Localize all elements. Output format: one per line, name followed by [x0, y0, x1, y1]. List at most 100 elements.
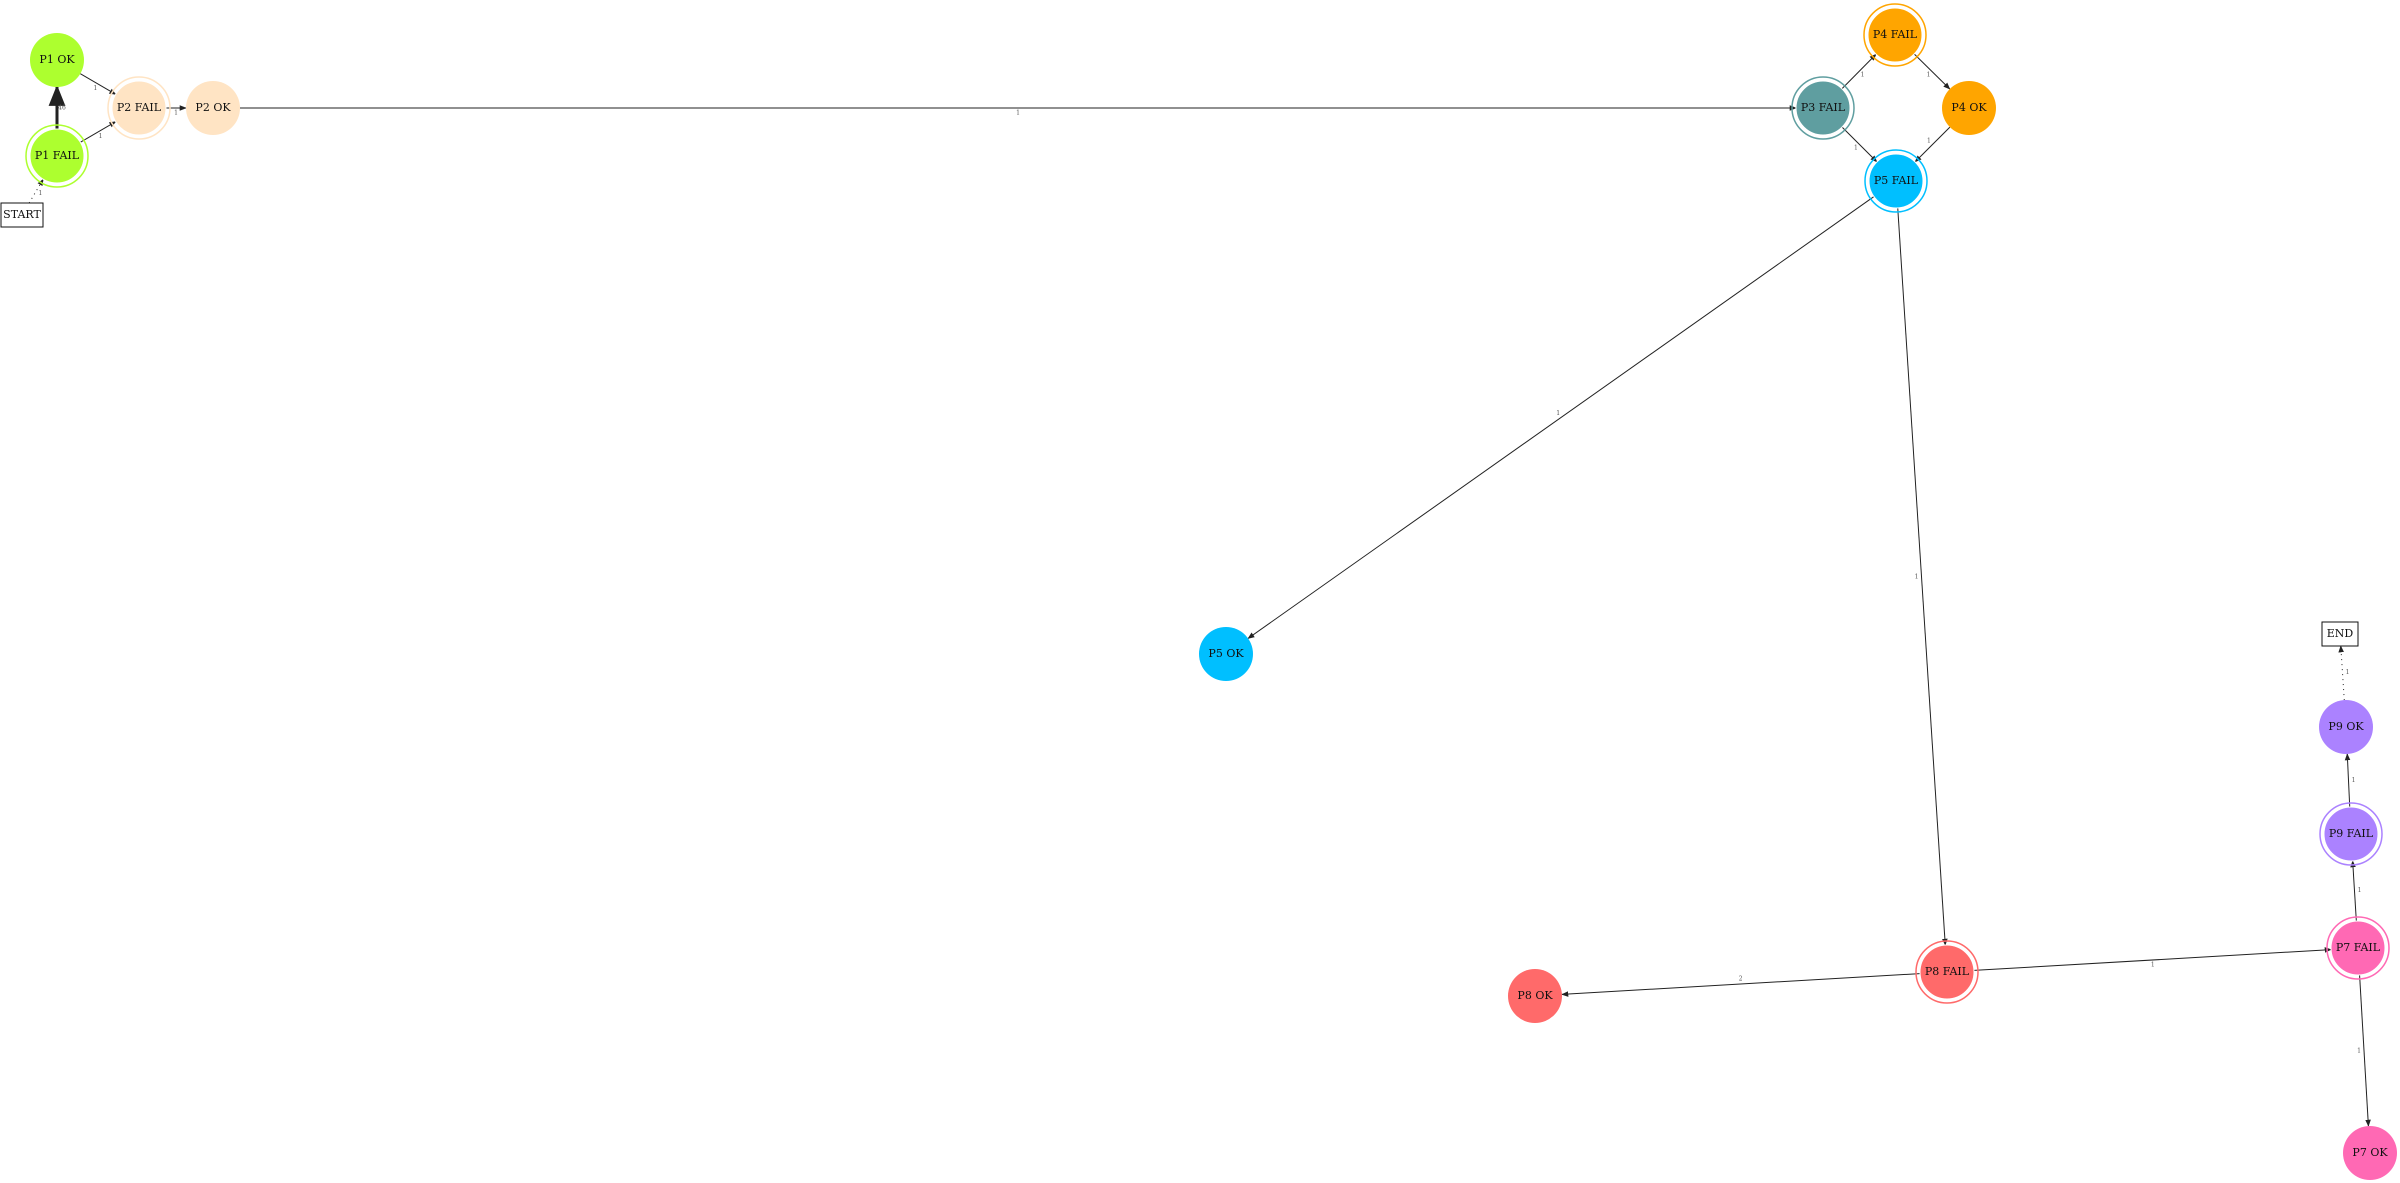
- box-rect: [2321, 621, 2359, 647]
- edge-p4fail-to-p4ok: 1: [1913, 53, 1951, 90]
- edge-label: 1: [1927, 137, 1931, 144]
- edge-label: 1: [1556, 410, 1560, 417]
- edge-label: 1: [2151, 961, 2155, 968]
- node-p1ok[interactable]: P1 OK: [30, 33, 84, 87]
- node-p5ok[interactable]: P5 OK: [1199, 627, 1253, 681]
- edge-line: [80, 73, 117, 95]
- edge-label: 1: [1861, 72, 1865, 79]
- end-box[interactable]: END: [2321, 621, 2359, 647]
- edge-label: 1: [1016, 110, 1020, 117]
- edge-p7fail-to-p9fail: 1: [2350, 860, 2362, 922]
- node-outer-ring: [2326, 916, 2390, 980]
- node-p8fail[interactable]: P8 FAIL: [1915, 940, 1979, 1004]
- node-outer-ring: [1791, 76, 1855, 140]
- box-rect: [0, 202, 44, 228]
- node-p7ok[interactable]: P7 OK: [2343, 1126, 2397, 1180]
- node-p9fail[interactable]: P9 FAIL: [2319, 802, 2383, 866]
- node-outer-ring: [1863, 3, 1927, 67]
- edge-p4ok-to-p5fail: 1: [1914, 126, 1951, 163]
- node-p8ok[interactable]: P8 OK: [1508, 969, 1562, 1023]
- node-circle: [30, 33, 84, 87]
- edge-p5fail-to-p8fail: 1: [1897, 207, 1948, 946]
- node-p5fail[interactable]: P5 FAIL: [1864, 149, 1928, 213]
- edges-layer: 1 46 1 1 1 1 1 1 1 1 1 1 2 1 1 1 1 1: [28, 53, 2371, 1127]
- edge-label: 1: [1915, 573, 1919, 580]
- node-p7fail[interactable]: P7 FAIL: [2326, 916, 2390, 980]
- node-label: P8 FAIL: [1925, 965, 1970, 978]
- node-p9ok[interactable]: P9 OK: [2319, 700, 2373, 754]
- node-p2fail[interactable]: P2 FAIL: [107, 76, 171, 140]
- node-label: P2 OK: [195, 101, 231, 114]
- node-label: P9 OK: [2328, 720, 2364, 733]
- node-circle: [1508, 969, 1562, 1023]
- nodes-layer: P1 OK P1 FAIL P2 FAIL P2 OK P3 FAIL P4 FAIL P4…: [0, 3, 2397, 1180]
- node-outer-ring: [1915, 940, 1979, 1004]
- node-circle: [111, 80, 167, 136]
- start-box[interactable]: START: [0, 202, 44, 228]
- node-outer-ring: [1864, 149, 1928, 213]
- node-circle: [29, 128, 85, 184]
- node-circle: [2319, 700, 2373, 754]
- edge-label: 1: [1854, 145, 1858, 152]
- edge-line: [2338, 645, 2345, 701]
- node-outer-ring: [2319, 802, 2383, 866]
- edge-label: 1: [99, 133, 103, 140]
- node-circle: [1199, 627, 1253, 681]
- edge-line: [2350, 860, 2357, 922]
- edge-line: [1841, 53, 1877, 90]
- node-p3fail[interactable]: P3 FAIL: [1791, 76, 1855, 140]
- node-label: P1 OK: [39, 53, 75, 66]
- edge-label: 1: [174, 110, 178, 117]
- edge-line: [1913, 53, 1951, 90]
- edge-line: [1247, 196, 1875, 639]
- node-label: P8 OK: [1517, 989, 1553, 1002]
- edge-label: 1: [2352, 777, 2356, 784]
- node-circle: [2330, 920, 2386, 976]
- node-label: P7 OK: [2352, 1146, 2388, 1159]
- edge-label: 1: [2346, 669, 2350, 676]
- node-circle: [1867, 7, 1923, 63]
- edge-line: [1914, 126, 1951, 163]
- node-label: P7 FAIL: [2336, 941, 2381, 954]
- node-p4fail[interactable]: P4 FAIL: [1863, 3, 1927, 67]
- node-p1fail[interactable]: P1 FAIL: [25, 124, 89, 188]
- node-label: P1 FAIL: [35, 149, 80, 162]
- node-p2ok[interactable]: P2 OK: [186, 81, 240, 135]
- node-label: P5 OK: [1208, 647, 1244, 660]
- edge-label: 1: [39, 190, 43, 197]
- edge-line: [80, 121, 117, 143]
- node-circle: [1795, 80, 1851, 136]
- edge-p1fail-to-p1ok: 46: [48, 84, 66, 129]
- edge-p1fail-to-p2fail: 1: [80, 121, 117, 143]
- edge-p9fail-to-p9ok: 1: [2344, 753, 2356, 808]
- node-circle: [1942, 81, 1996, 135]
- node-circle: [1868, 153, 1924, 209]
- edge-p9ok-to-end: 1: [2338, 645, 2350, 701]
- edge-label: 2: [1739, 976, 1743, 983]
- edge-line: [1973, 947, 2332, 971]
- edge-p1ok-to-p2fail: 1: [80, 73, 117, 95]
- node-label: P4 OK: [1951, 101, 1987, 114]
- node-circle: [186, 81, 240, 135]
- edge-label: 1: [2358, 887, 2362, 894]
- node-label: P4 FAIL: [1873, 28, 1918, 41]
- edge-label: 1: [94, 85, 98, 92]
- node-label: P5 FAIL: [1874, 174, 1919, 187]
- node-outer-ring: [25, 124, 89, 188]
- node-p4ok[interactable]: P4 OK: [1942, 81, 1996, 135]
- edge-start-to-p1fail: 1: [28, 178, 44, 204]
- node-circle: [2343, 1126, 2397, 1180]
- box-label: END: [2327, 627, 2354, 640]
- edge-line: [1897, 207, 1948, 946]
- edge-line: [1841, 126, 1878, 163]
- node-outer-ring: [107, 76, 171, 140]
- edge-line: [1561, 973, 1921, 997]
- edge-label: 1: [2357, 1047, 2361, 1054]
- node-label: P2 FAIL: [117, 101, 162, 114]
- box-label: START: [3, 208, 41, 221]
- edge-p3fail-to-p4fail: 1: [1841, 53, 1877, 90]
- edge-p2ok-to-p3fail: 1: [240, 105, 1797, 117]
- edge-label: 1: [1927, 72, 1931, 79]
- edge-p7fail-to-p7ok: 1: [2357, 974, 2371, 1127]
